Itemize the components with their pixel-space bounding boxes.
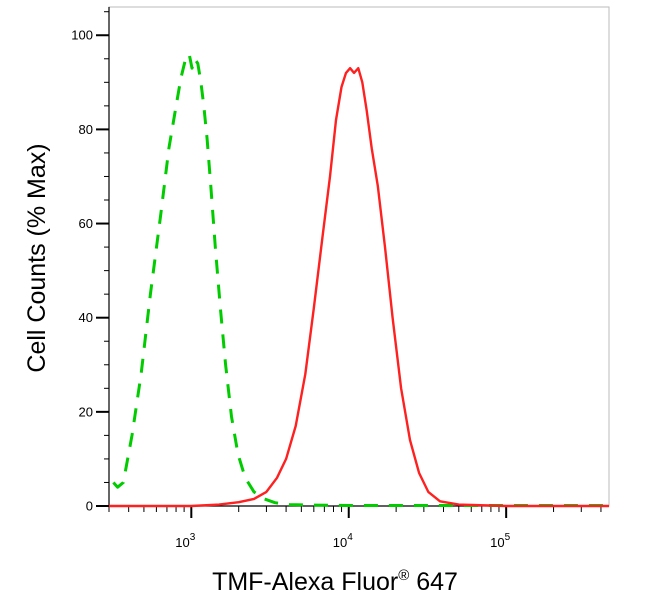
y-axis-title: Cell Counts (% Max) [23,143,51,372]
y-tick-label: 100 [71,28,93,43]
y-tick-label: 80 [79,122,93,137]
y-tick-label: 60 [79,216,93,231]
y-tick-label: 0 [86,499,93,514]
x-axis-title: TMF-Alexa Fluor® 647 [212,567,458,596]
y-axis-ticks: 0 20 40 60 80 100 [71,11,109,514]
series-line-dashed-green [112,52,609,507]
x-tick-label: 104 [333,532,353,550]
y-tick-label: 20 [79,404,93,419]
x-tick-label: 105 [490,532,510,550]
y-tick-label: 40 [79,310,93,325]
series-layer [109,52,609,508]
x-axis-title-registered-mark: ® [398,567,409,584]
x-axis-title-main: TMF-Alexa Fluor [212,568,398,596]
x-tick-label: 103 [175,532,195,550]
x-axis-ticks: 103 104 105 [108,506,602,550]
x-axis-title-suffix: 647 [409,568,458,596]
series-line-solid-red [109,66,609,508]
plot-frame [108,6,610,507]
